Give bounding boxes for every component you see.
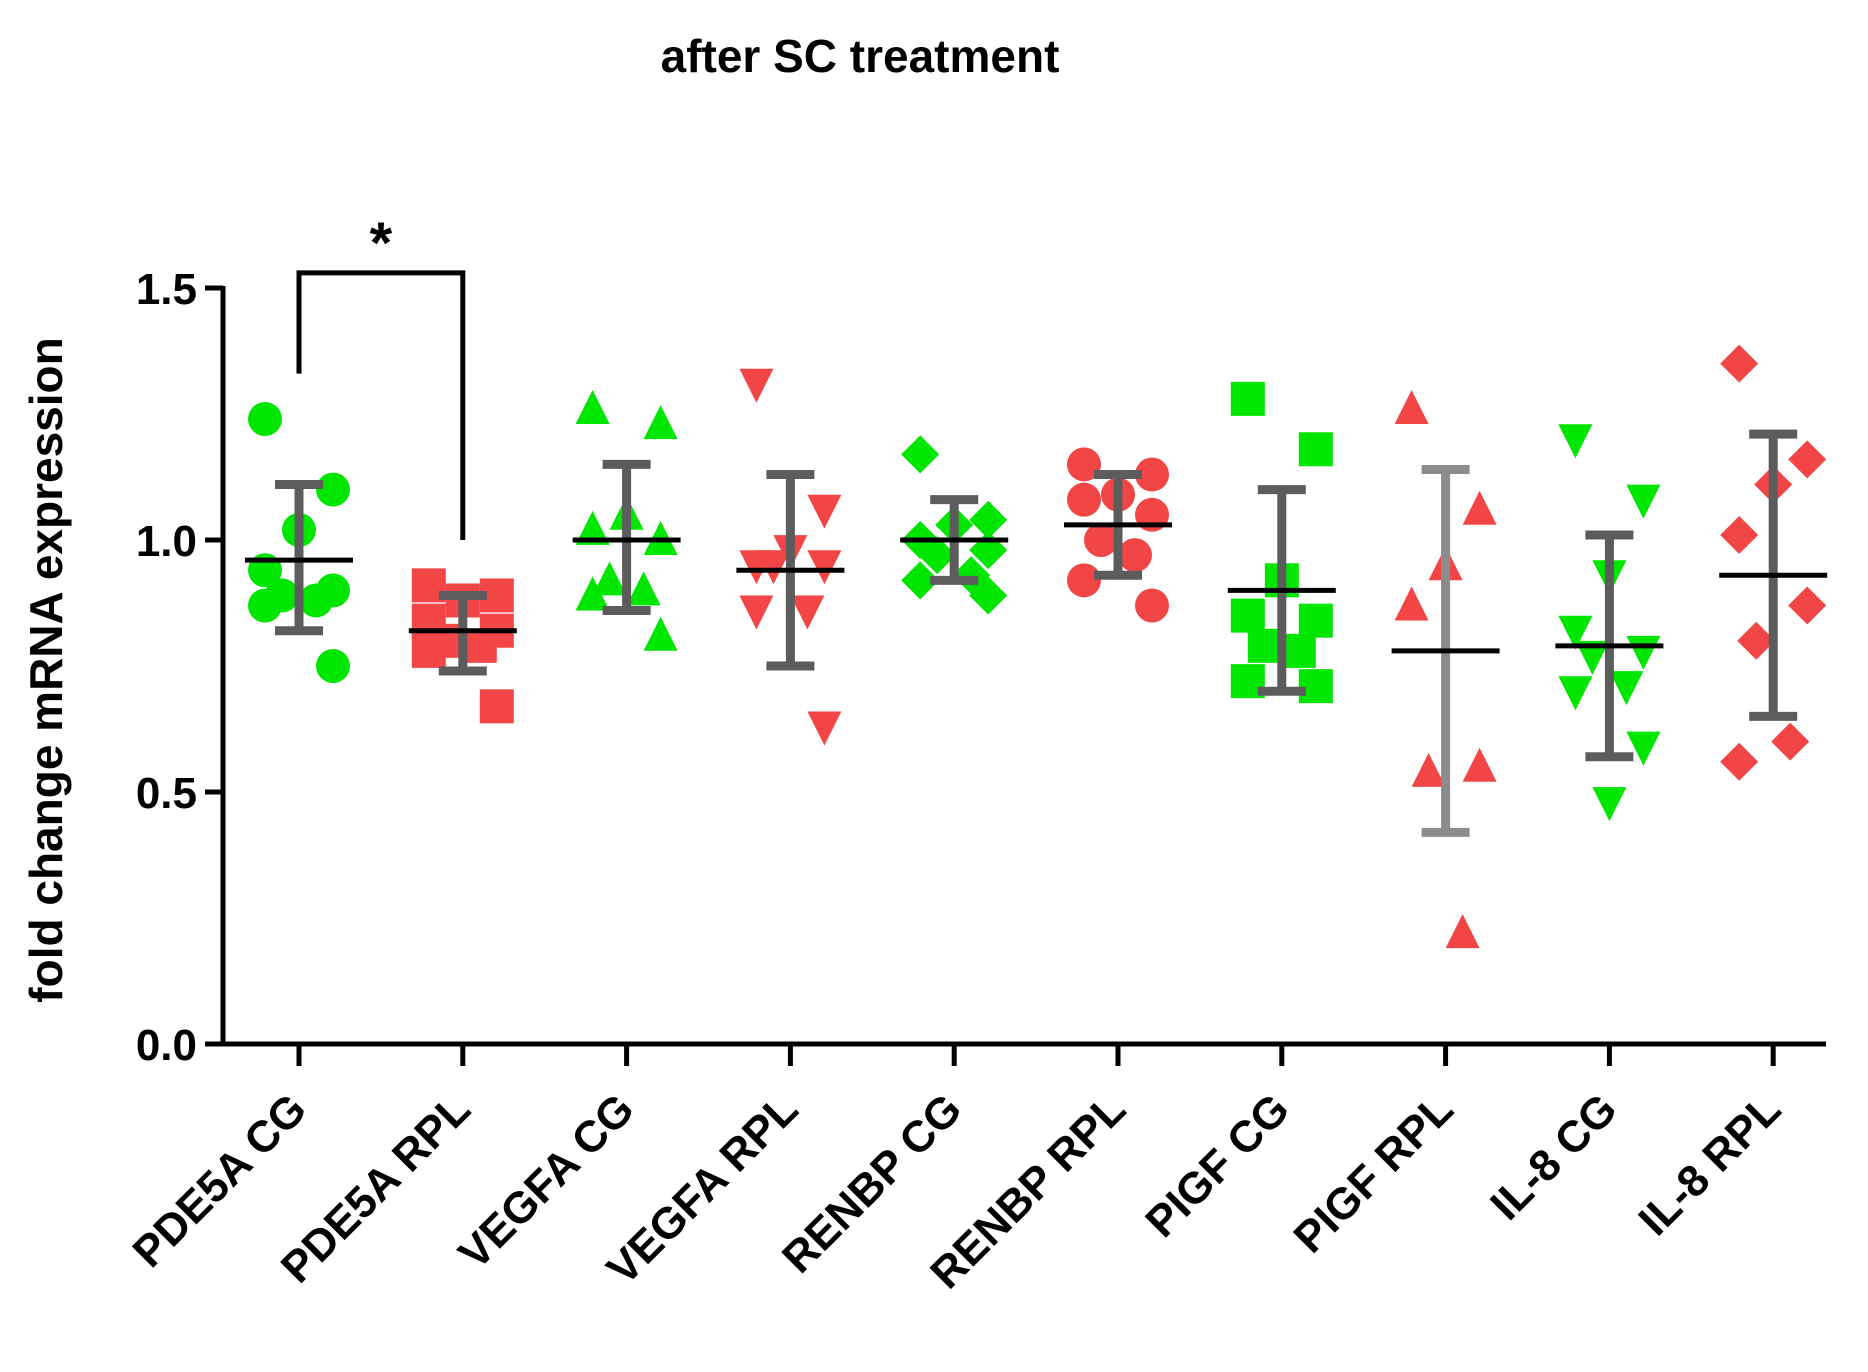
data-point [1067,563,1101,598]
data-point [1135,588,1169,623]
y-tick-label: 1.0 [136,517,197,566]
data-point [901,435,940,474]
data-point [643,405,678,440]
data-point [643,616,678,651]
data-point [1118,538,1152,573]
data-point [592,561,627,596]
data-point [1067,447,1101,482]
y-tick-label: 0.0 [136,1021,197,1070]
data-point [1281,633,1316,668]
y-tick-label: 0.5 [136,769,197,818]
data-point [316,649,350,683]
data-point [1626,635,1661,670]
data-point [969,500,1008,539]
x-tick-label: IL-8 RPL [1629,1084,1790,1245]
data-point [1609,671,1644,706]
data-point [1445,914,1480,949]
data-point [739,595,774,630]
data-point [1298,669,1333,704]
data-point [918,536,957,575]
data-point [299,583,333,618]
data-point [739,368,774,403]
data-point [575,389,610,424]
data-point [1626,731,1661,766]
data-point [1411,752,1446,787]
y-axis-label: fold change mRNA expression [20,337,72,1002]
data-point [807,494,842,529]
data-point [1230,381,1265,416]
data-point [1720,742,1759,781]
data-point [575,576,610,611]
data-point [1067,482,1101,517]
chart-title: after SC treatment [661,30,1060,82]
data-point [1788,440,1827,479]
data-point [1737,621,1776,660]
data-point [1135,457,1169,492]
data-point [1084,523,1118,557]
data-point [1462,490,1497,525]
data-point [462,628,497,663]
x-tick-label: PIGF CG [1136,1084,1299,1247]
data-point [1558,424,1593,459]
data-point [411,633,446,668]
data-point [1558,676,1593,711]
data-point [1720,515,1759,554]
data-point [1462,747,1497,782]
x-tick-label: PIGF RPL [1285,1084,1463,1262]
data-point [316,472,350,507]
data-point [1771,722,1810,761]
data-point [626,571,661,606]
data-point [1298,603,1333,638]
data-point [1394,389,1429,424]
data-point [807,711,842,746]
significance-star: * [370,211,393,276]
significance-bracket [296,270,466,540]
data-point [1626,484,1661,519]
data-point [575,510,610,545]
data-point [1394,586,1429,621]
data-point [479,689,514,724]
y-tick-label: 1.5 [136,265,197,314]
data-point [1230,598,1265,633]
data-point [1592,787,1627,822]
data-point [756,550,791,585]
data-point [1298,432,1333,467]
data-point [790,595,825,630]
data-point [248,588,282,623]
data-point [901,561,940,600]
data-point [1788,586,1827,625]
data-point [1575,640,1610,675]
data-point [248,402,282,437]
data-point [1720,344,1759,383]
data-point [807,550,842,585]
data-point [1247,628,1282,663]
x-tick-label: IL-8 CG [1481,1084,1626,1229]
data-point [969,576,1008,615]
data-point [1558,615,1593,650]
